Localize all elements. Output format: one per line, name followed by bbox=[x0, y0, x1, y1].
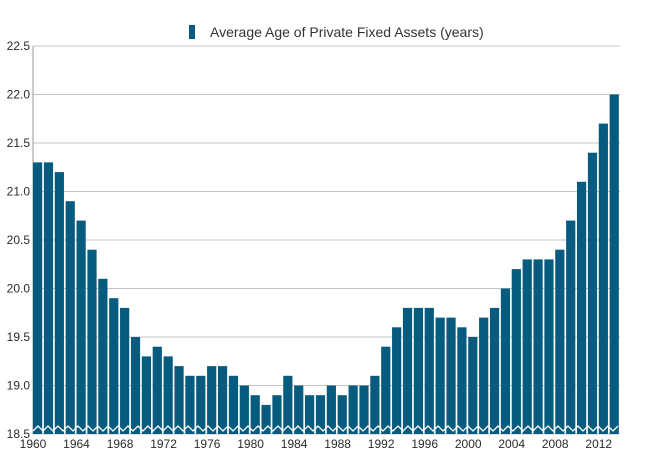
bar bbox=[109, 298, 119, 434]
bar bbox=[294, 385, 304, 434]
y-tick-label: 19.5 bbox=[7, 330, 31, 344]
bar bbox=[120, 307, 130, 434]
bar bbox=[609, 94, 619, 434]
bars bbox=[33, 94, 619, 434]
bar bbox=[272, 395, 282, 434]
bar bbox=[359, 385, 369, 434]
bar bbox=[457, 327, 467, 434]
bar bbox=[424, 307, 434, 434]
bar bbox=[228, 375, 239, 434]
bar bbox=[152, 346, 162, 434]
x-tick-label: 1992 bbox=[368, 437, 395, 451]
bar bbox=[141, 356, 151, 434]
y-tick-label: 21.5 bbox=[7, 136, 31, 150]
bar bbox=[33, 162, 43, 434]
bar bbox=[446, 317, 456, 434]
bar bbox=[489, 307, 500, 434]
bar bbox=[413, 307, 423, 434]
bar bbox=[544, 259, 554, 434]
y-tick-label: 22.5 bbox=[7, 39, 31, 53]
x-axis-ticks: 1960 1964 1968 1972 1976 1980 1984 1988 1992 1996… bbox=[20, 437, 613, 451]
bar bbox=[54, 172, 64, 434]
x-tick-label: 1960 bbox=[20, 437, 47, 451]
x-tick-label: 1972 bbox=[150, 437, 177, 451]
x-tick-label: 1968 bbox=[107, 437, 134, 451]
bar bbox=[500, 288, 511, 434]
y-tick-label: 18.5 bbox=[7, 427, 31, 441]
bar bbox=[98, 278, 108, 434]
bar bbox=[402, 307, 413, 434]
x-tick-label: 2008 bbox=[542, 437, 569, 451]
bar bbox=[555, 249, 565, 434]
x-tick-label: 2000 bbox=[455, 437, 482, 451]
bar bbox=[566, 220, 576, 434]
y-tick-label: 19.0 bbox=[7, 379, 31, 393]
bar bbox=[577, 181, 587, 434]
bar bbox=[65, 201, 75, 434]
bar bbox=[239, 385, 249, 434]
bar bbox=[337, 395, 347, 434]
legend-label: Average Age of Private Fixed Assets (yea… bbox=[210, 24, 484, 40]
bar bbox=[207, 366, 217, 434]
y-tick-label: 20.5 bbox=[7, 233, 31, 247]
bar bbox=[130, 337, 141, 434]
bar bbox=[370, 375, 380, 434]
legend-swatch bbox=[189, 25, 195, 39]
bar bbox=[217, 366, 228, 434]
bar bbox=[533, 259, 543, 434]
bar bbox=[76, 220, 86, 434]
x-tick-label: 1988 bbox=[324, 437, 351, 451]
y-axis-ticks: 18.5 19.0 19.5 20.0 20.5 21.0 21.5 22.0 22.5 bbox=[7, 39, 31, 441]
bar bbox=[511, 269, 521, 434]
bar bbox=[185, 375, 195, 434]
bar bbox=[479, 317, 489, 434]
x-tick-label: 1984 bbox=[281, 437, 308, 451]
bar bbox=[174, 366, 184, 434]
bar bbox=[305, 395, 315, 434]
bar bbox=[468, 337, 478, 434]
x-tick-label: 1964 bbox=[63, 437, 90, 451]
bar bbox=[283, 375, 293, 434]
bar bbox=[348, 385, 358, 434]
axis-break-zigzag bbox=[32, 425, 619, 432]
bar bbox=[261, 404, 271, 434]
bar bbox=[587, 152, 598, 434]
bar bbox=[381, 346, 391, 434]
bar bbox=[87, 249, 97, 434]
x-tick-label: 1980 bbox=[237, 437, 264, 451]
axis-break-zigzag-line bbox=[32, 425, 619, 432]
bar bbox=[598, 123, 608, 434]
bar bbox=[522, 259, 532, 434]
x-tick-label: 1996 bbox=[411, 437, 438, 451]
legend: Average Age of Private Fixed Assets (yea… bbox=[189, 24, 484, 40]
y-tick-label: 20.0 bbox=[7, 282, 31, 296]
bar bbox=[435, 317, 445, 434]
y-tick-label: 22.0 bbox=[7, 88, 31, 102]
bar bbox=[43, 162, 54, 434]
bar bbox=[196, 375, 206, 434]
bar bbox=[392, 327, 402, 434]
bar bbox=[326, 385, 336, 434]
bar bbox=[315, 395, 326, 434]
x-tick-label: 1976 bbox=[194, 437, 221, 451]
y-tick-label: 21.0 bbox=[7, 185, 31, 199]
bar bbox=[250, 395, 260, 434]
bar bbox=[163, 356, 173, 434]
x-tick-label: 2004 bbox=[498, 437, 525, 451]
x-tick-label: 2012 bbox=[585, 437, 612, 451]
